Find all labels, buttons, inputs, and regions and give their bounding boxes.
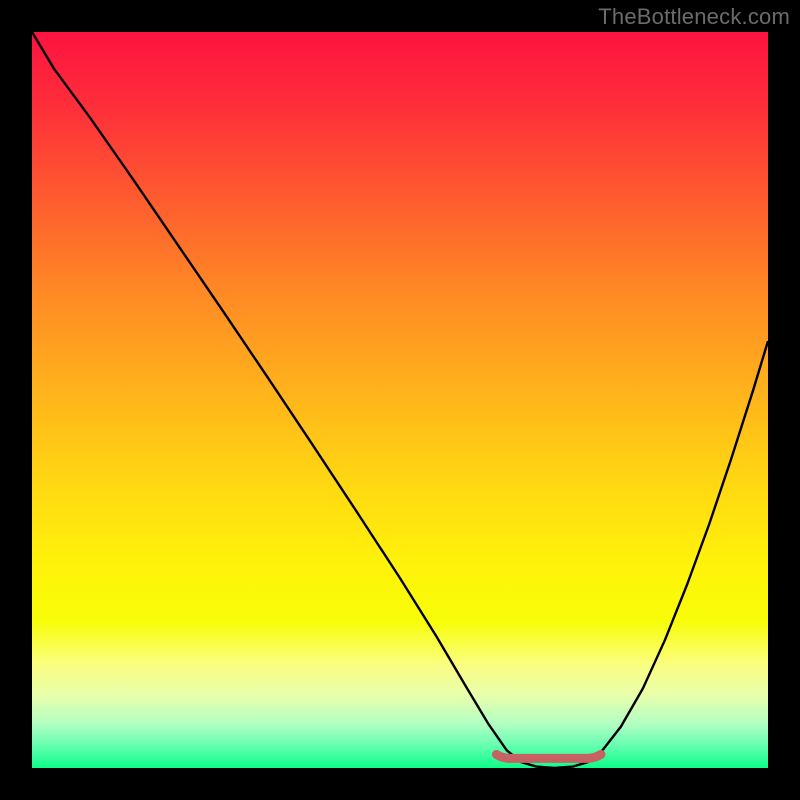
chart-container: TheBottleneck.com [0,0,800,800]
bottleneck-curve-chart [0,0,800,800]
optimal-range-marker [496,754,601,758]
